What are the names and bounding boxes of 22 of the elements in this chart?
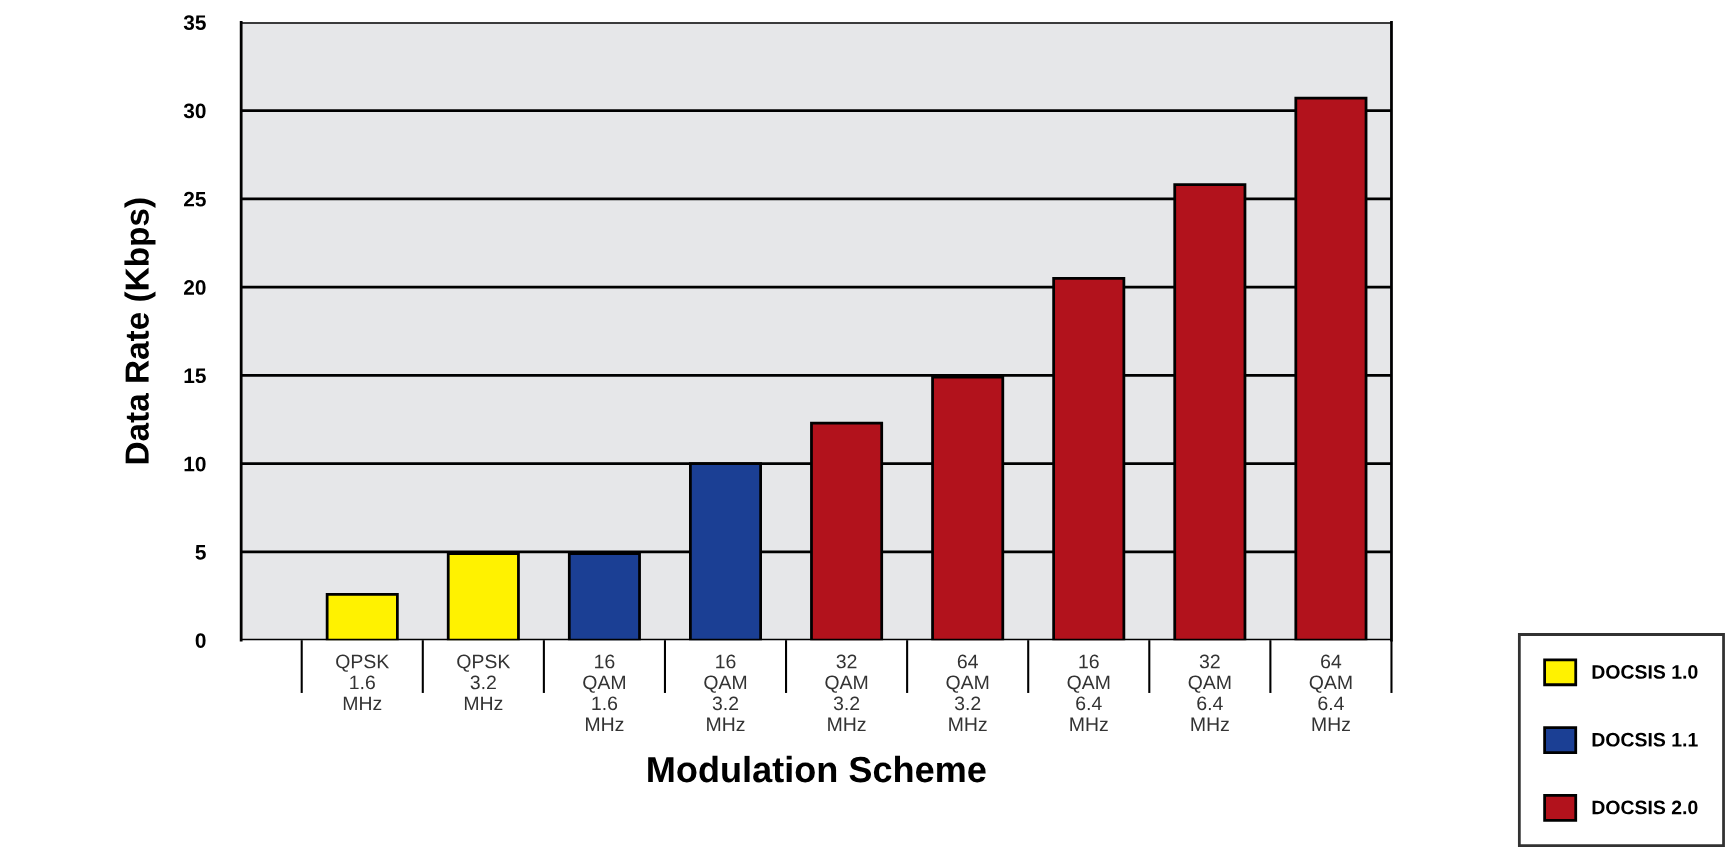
x-tick-label: 64 QAM 6.4 MHz bbox=[1309, 654, 1352, 731]
y-tick-label: 15 bbox=[184, 368, 206, 384]
x-tick-label: 16 QAM 3.2 MHz bbox=[704, 654, 747, 731]
y-tick-label: 5 bbox=[195, 545, 206, 560]
x-tick-label: QPSK 3.2 MHz bbox=[457, 654, 511, 711]
x-tick-label: 32 QAM 6.4 MHz bbox=[1188, 654, 1231, 731]
y-tick-label: 20 bbox=[183, 280, 206, 295]
y-tick-label: 30 bbox=[183, 103, 206, 119]
y-axis-title: Data Rate (Kbps) bbox=[124, 198, 156, 464]
legend-label: DOCSIS 1.0 bbox=[1592, 665, 1698, 679]
legend-label: DOCSIS 1.1 bbox=[1592, 732, 1698, 747]
x-tick-label: 16 QAM 1.6 MHz bbox=[583, 654, 625, 731]
x-tick-label: 64 QAM 3.2 MHz bbox=[946, 654, 989, 731]
y-tick-label: 10 bbox=[184, 456, 206, 472]
x-tick-label: QPSK 1.6 MHz bbox=[336, 654, 390, 711]
x-tick-label: 32 QAM 3.2 MHz bbox=[825, 654, 868, 731]
x-tick-label: 16 QAM 6.4 MHz bbox=[1067, 654, 1110, 731]
x-axis-title: Modulation Scheme bbox=[648, 755, 986, 783]
y-tick-label: 25 bbox=[183, 191, 206, 207]
legend-label: DOCSIS 2.0 bbox=[1592, 800, 1698, 815]
y-tick-label: 0 bbox=[195, 633, 206, 648]
y-tick-label: 35 bbox=[183, 15, 206, 31]
